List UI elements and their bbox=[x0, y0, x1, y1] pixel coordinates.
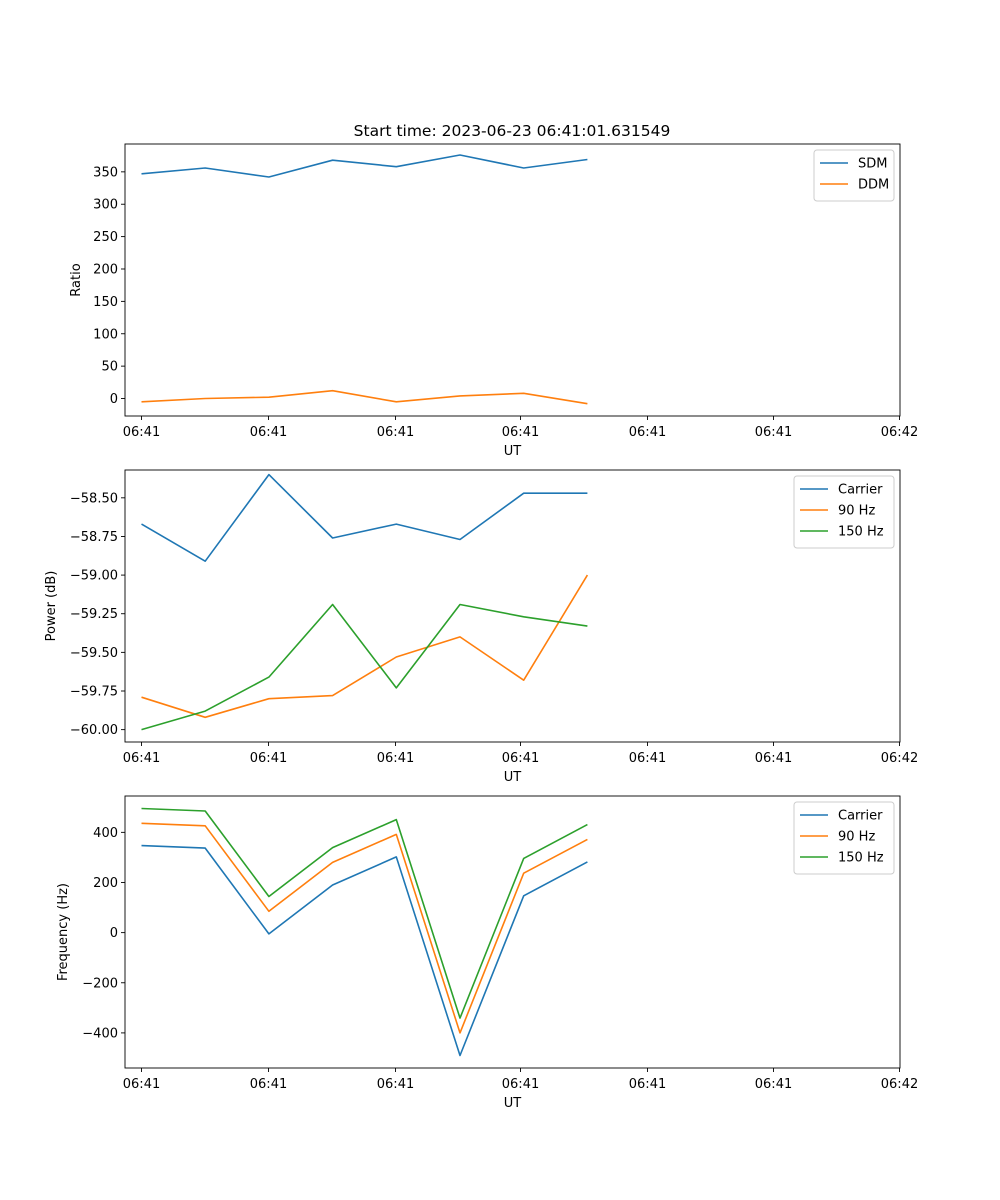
x-tick-label: 06:41 bbox=[755, 751, 792, 766]
x-tick-label: 06:41 bbox=[629, 425, 666, 440]
y-axis-label: Frequency (Hz) bbox=[56, 883, 71, 981]
y-tick-label: 50 bbox=[101, 360, 118, 375]
series-line-sdm bbox=[141, 154, 588, 178]
chart-panel-1: 06:41 06:41 06:41 06:41 06:41 06:41 06:42 0 50 10… bbox=[69, 143, 918, 459]
x-tick-label: 06:41 bbox=[377, 425, 414, 440]
legend-label-sdm: SDM bbox=[858, 157, 887, 172]
legend-label-carrier: Carrier bbox=[838, 809, 883, 824]
figure-title: Start time: 2023-06-23 06:41:01.631549 bbox=[354, 122, 671, 140]
legend-label-90-hz: 90 Hz bbox=[838, 830, 875, 845]
legend-label-ddm: DDM bbox=[858, 178, 889, 193]
y-tick-label: −58.75 bbox=[70, 530, 118, 545]
legend-label-150-hz: 150 Hz bbox=[838, 851, 884, 866]
legend-box bbox=[793, 801, 895, 875]
x-tick-label: 06:42 bbox=[881, 425, 918, 440]
chart-panel-3: 06:41 06:41 06:41 06:41 06:41 06:41 06:42 −400 −… bbox=[56, 795, 918, 1111]
series-line-150-hz bbox=[141, 807, 588, 1019]
legend: Carrier 90 Hz 150 Hz bbox=[793, 475, 895, 549]
x-tick-label: 06:41 bbox=[502, 425, 539, 440]
series-line-90-hz bbox=[141, 822, 588, 1034]
series-line-150-hz bbox=[141, 603, 588, 731]
y-axis-label: Power (dB) bbox=[44, 571, 59, 642]
series-line-carrier bbox=[141, 844, 588, 1057]
x-tick-label: 06:41 bbox=[755, 1077, 792, 1092]
x-tick-label: 06:42 bbox=[881, 751, 918, 766]
y-tick-label: −400 bbox=[82, 1026, 118, 1041]
y-tick-label: 250 bbox=[93, 230, 118, 245]
legend: Carrier 90 Hz 150 Hz bbox=[793, 801, 895, 875]
x-tick-label: 06:41 bbox=[502, 1077, 539, 1092]
x-tick-label: 06:41 bbox=[502, 751, 539, 766]
x-tick-label: 06:41 bbox=[123, 751, 160, 766]
y-tick-label: 200 bbox=[93, 876, 118, 891]
x-tick-label: 06:41 bbox=[377, 1077, 414, 1092]
y-tick-label: −59.75 bbox=[70, 685, 118, 700]
y-tick-label: −58.50 bbox=[70, 491, 118, 506]
x-tick-label: 06:41 bbox=[250, 751, 287, 766]
legend-label-carrier: Carrier bbox=[838, 483, 883, 498]
y-tick-label: −59.00 bbox=[70, 569, 118, 584]
x-tick-label: 06:41 bbox=[629, 1077, 666, 1092]
y-axis-label: Ratio bbox=[69, 263, 84, 296]
y-tick-label: 400 bbox=[93, 826, 118, 841]
x-tick-label: 06:42 bbox=[881, 1077, 918, 1092]
series-line-carrier bbox=[141, 473, 588, 563]
legend-label-90-hz: 90 Hz bbox=[838, 504, 875, 519]
x-tick-label: 06:41 bbox=[250, 1077, 287, 1092]
x-tick-label: 06:41 bbox=[250, 425, 287, 440]
series-line-90-hz bbox=[141, 574, 589, 719]
y-tick-label: 200 bbox=[93, 262, 118, 277]
y-tick-label: 150 bbox=[93, 295, 118, 310]
y-tick-label: −59.25 bbox=[70, 607, 118, 622]
x-tick-label: 06:41 bbox=[629, 751, 666, 766]
legend-box bbox=[793, 475, 895, 549]
y-tick-label: 0 bbox=[110, 392, 118, 407]
x-axis-label: UT bbox=[504, 1096, 522, 1111]
axes-frame bbox=[124, 143, 901, 417]
legend: SDM DDM bbox=[813, 149, 895, 202]
y-tick-label: −200 bbox=[82, 976, 118, 991]
x-tick-label: 06:41 bbox=[123, 425, 160, 440]
x-axis-label: UT bbox=[504, 444, 522, 459]
y-tick-label: 300 bbox=[93, 198, 118, 213]
chart-panel-2: 06:41 06:41 06:41 06:41 06:41 06:41 06:42 −60.0… bbox=[44, 469, 918, 785]
y-tick-label: −59.50 bbox=[70, 646, 118, 661]
y-tick-label: 350 bbox=[93, 165, 118, 180]
y-tick-label: 0 bbox=[110, 926, 118, 941]
legend-label-150-hz: 150 Hz bbox=[838, 525, 884, 540]
x-tick-label: 06:41 bbox=[755, 425, 792, 440]
y-tick-label: 100 bbox=[93, 327, 118, 342]
axes-frame bbox=[124, 795, 901, 1069]
y-tick-label: −60.00 bbox=[70, 723, 118, 738]
axes-frame bbox=[124, 469, 901, 743]
x-tick-label: 06:41 bbox=[377, 751, 414, 766]
x-axis-label: UT bbox=[504, 770, 522, 785]
panels: 06:41 06:41 06:41 06:41 06:41 06:41 06:42 0 50 10… bbox=[44, 143, 918, 1111]
x-tick-label: 06:41 bbox=[123, 1077, 160, 1092]
series-line-ddm bbox=[141, 389, 588, 405]
